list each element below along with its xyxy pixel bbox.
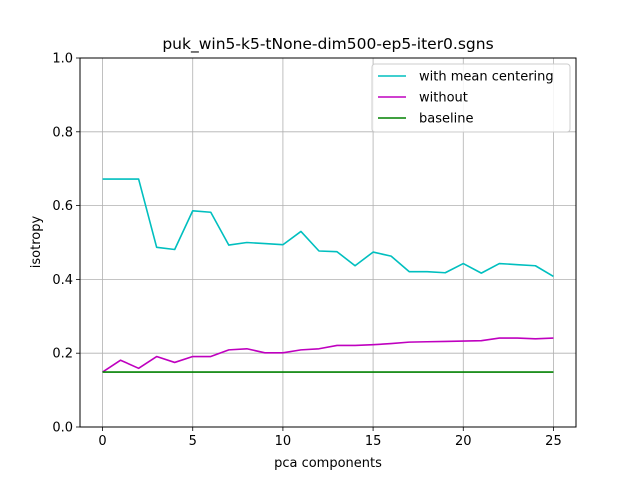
y-tick-label: 0.4 — [52, 273, 73, 288]
x-tick-label: 10 — [275, 434, 292, 449]
x-tick-label: 0 — [98, 434, 106, 449]
y-tick-label: 0.8 — [52, 125, 73, 140]
axis-ticks: 0 5 10 15 20 25 0.0 0.2 0.4 0.6 0.8 1.0 — [52, 52, 561, 450]
series-line-2 — [102, 337, 554, 373]
x-tick-label: 20 — [455, 434, 472, 449]
x-tick-label: 25 — [545, 434, 562, 449]
legend-box — [371, 63, 571, 133]
x-tick-label: 15 — [365, 434, 382, 449]
legend-label: baseline — [419, 112, 473, 127]
legend-label: without — [419, 91, 468, 106]
chart-title: puk_win5-k5-tNone-dim500-ep5-iter0.sgns — [162, 35, 493, 54]
x-axis-label: pca components — [274, 456, 382, 471]
plot-frame — [79, 57, 577, 428]
y-tick-label: 0.6 — [52, 199, 73, 214]
series-line-1 — [102, 178, 554, 278]
y-tick-label: 0.0 — [52, 421, 73, 436]
legend-label: with mean centering — [419, 70, 554, 85]
y-tick-label: 1.0 — [52, 52, 73, 67]
y-axis-label: isotropy — [29, 216, 44, 269]
legend: with mean centering without baseline — [371, 63, 571, 133]
x-tick-label: 5 — [189, 434, 197, 449]
series-lines — [102, 178, 554, 373]
y-tick-label: 0.2 — [52, 347, 73, 362]
